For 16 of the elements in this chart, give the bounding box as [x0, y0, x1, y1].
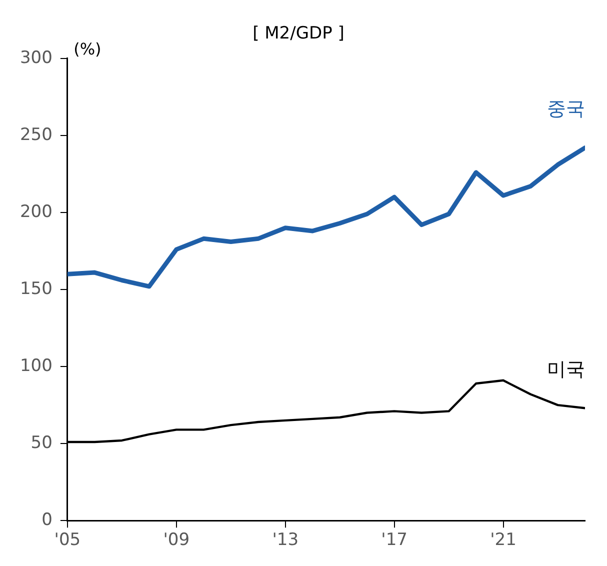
y-axis-title: (%)	[74, 40, 102, 59]
y-tick-label: 300	[20, 48, 52, 68]
chart-title: [ M2/GDP ]	[252, 24, 344, 44]
y-tick-label: 0	[42, 510, 52, 530]
y-tick-label: 150	[20, 278, 52, 299]
y-tick-label: 50	[30, 432, 52, 453]
series-label: 중국	[547, 98, 585, 120]
y-tick-label: 200	[20, 202, 52, 222]
y-tick-label: 100	[20, 356, 52, 376]
x-tick-label: '09	[163, 530, 190, 550]
series-label: 미국	[547, 358, 585, 381]
x-tick-label: '21	[490, 530, 516, 550]
x-tick-label: '05	[54, 530, 81, 550]
x-tick-label: '13	[272, 530, 299, 550]
y-tick-label: 250	[20, 124, 52, 145]
x-tick-label: '17	[381, 530, 408, 550]
